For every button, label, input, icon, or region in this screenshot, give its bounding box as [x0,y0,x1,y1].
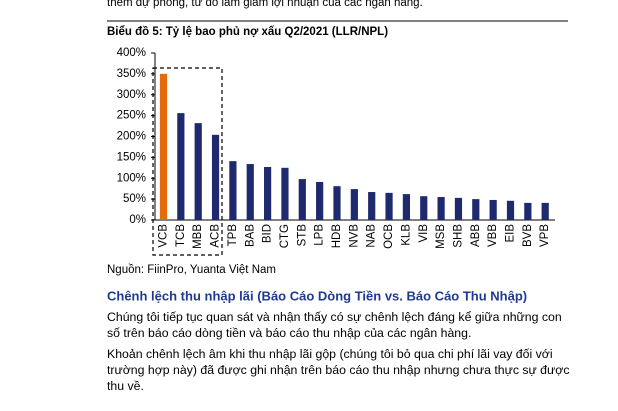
x-tick-label: EIB [505,224,517,243]
bar [524,202,532,220]
bar [298,179,306,220]
x-tick-label: STB [296,224,308,247]
x-tick-label: VCB [158,224,170,248]
x-tick-label: ACB [210,224,222,248]
source: Nguồn: FiinPro, Yuanta Việt Nam [107,264,276,276]
x-tick-label: BAB [244,224,256,247]
y-tick-label: 400% [117,47,146,59]
x-tick-label: OCB [383,224,395,249]
x-tick-label: BVB [522,224,534,247]
bar [472,199,480,220]
bar [316,182,324,220]
top-text: thêm dự phòng, từ đó làm giảm lợi nhuận … [107,0,423,9]
x-tick-label: LPB [314,224,326,246]
bar [489,199,497,220]
y-tick-label: 250% [117,110,146,122]
bar [368,192,376,220]
bar [194,123,202,220]
x-tick-label: VIB [418,224,430,243]
bar [454,197,463,220]
paragraph: Khoản chênh lệch âm khi thu nhập lãi gộp… [107,347,570,393]
bar [211,134,220,220]
chart-title: Biểu đồ 5: Tỷ lệ bao phủ nợ xấu Q2/2021 … [107,26,388,38]
y-tick-label: 350% [117,68,146,80]
x-tick-label: ABB [470,224,482,247]
y-tick-label: 300% [117,89,146,101]
bar [420,196,428,220]
y-tick-label: 150% [117,151,146,163]
bar [385,192,393,220]
bar [177,113,185,220]
paragraph: Chúng tôi tiếp tục quan sát và nhận thấy… [107,310,562,340]
bar [246,164,254,220]
x-tick-label: SHB [452,224,464,248]
x-tick-label: MBB [192,224,204,249]
x-tick-label: VPB [539,224,551,247]
x-tick-label: NAB [366,224,378,248]
heading: Chênh lệch thu nhập lãi (Báo Cáo Dòng Ti… [107,288,527,303]
x-tick-label: NVB [348,224,360,248]
bar [281,167,289,220]
y-tick-label: 200% [117,131,146,143]
bar [506,200,515,220]
x-tick-label: HDB [331,224,343,249]
bar [437,197,445,220]
x-tick-label: TCB [175,224,187,247]
x-tick-label: BID [262,224,274,243]
bar [159,73,168,220]
x-tick-label: MSB [435,224,447,249]
x-tick-label: CTG [279,224,291,248]
x-tick-label: KLB [400,224,412,246]
bar [350,189,358,220]
x-tick-label: TPB [227,224,239,247]
highlight-box [152,67,223,256]
x-tick-label: VBB [487,224,499,247]
y-tick-label: 0% [129,214,146,226]
bar [402,194,410,220]
bar [541,202,549,220]
bar [229,161,237,220]
y-tick-label: 50% [123,193,146,205]
y-tick-label: 100% [117,172,146,184]
bar [333,186,341,220]
bar [264,166,272,220]
